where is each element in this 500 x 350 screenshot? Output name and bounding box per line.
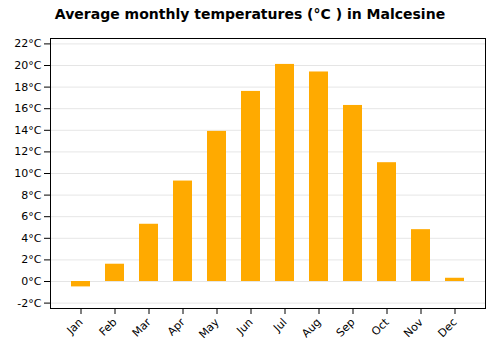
svg-text:16°C: 16°C bbox=[14, 102, 41, 115]
svg-text:18°C: 18°C bbox=[14, 81, 41, 94]
svg-text:Apr: Apr bbox=[165, 315, 188, 338]
svg-text:Mar: Mar bbox=[130, 315, 154, 339]
svg-text:Sep: Sep bbox=[334, 316, 358, 340]
svg-text:Jul: Jul bbox=[270, 316, 289, 335]
svg-text:8°C: 8°C bbox=[21, 189, 41, 202]
svg-text:May: May bbox=[196, 315, 222, 341]
svg-text:6°C: 6°C bbox=[21, 210, 41, 223]
svg-text:4°C: 4°C bbox=[21, 232, 41, 245]
svg-text:Dec: Dec bbox=[435, 316, 459, 340]
svg-text:Oct: Oct bbox=[369, 315, 392, 338]
svg-text:20°C: 20°C bbox=[14, 59, 41, 72]
svg-text:10°C: 10°C bbox=[14, 167, 41, 180]
svg-text:12°C: 12°C bbox=[14, 145, 41, 158]
svg-text:22°C: 22°C bbox=[14, 37, 41, 50]
svg-text:2°C: 2°C bbox=[21, 253, 41, 266]
svg-text:Feb: Feb bbox=[97, 316, 120, 339]
svg-text:Jun: Jun bbox=[234, 316, 256, 338]
svg-text:-2°C: -2°C bbox=[17, 297, 41, 310]
html-text:Average monthly temperatures (: Average monthly temperatures (°C ) in Ma… bbox=[54, 6, 446, 22]
svg-text:14°C: 14°C bbox=[14, 124, 41, 137]
svg-text:Jan: Jan bbox=[64, 316, 86, 338]
svg-text:Nov: Nov bbox=[401, 315, 426, 340]
svg-text:Aug: Aug bbox=[299, 316, 323, 340]
svg-text:0°C: 0°C bbox=[21, 275, 41, 288]
